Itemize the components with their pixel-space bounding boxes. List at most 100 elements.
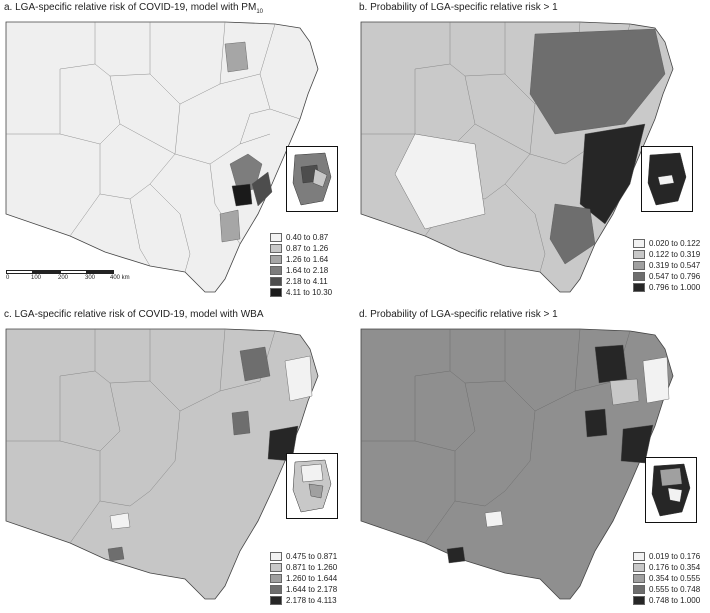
legend-swatch — [270, 255, 282, 264]
legend-row: 0.475 to 0.871 — [270, 551, 337, 562]
region-south-coast — [219, 209, 241, 243]
nsw-map-a — [5, 21, 319, 293]
legend-row: 0.019 to 0.176 — [633, 551, 700, 562]
scale-bar: 0 100 200 300 400 km — [6, 270, 146, 282]
legend-row: 0.87 to 1.26 — [270, 243, 332, 254]
legend-c: 0.475 to 0.871 0.871 to 1.260 1.260 to 1… — [270, 551, 337, 606]
legend-swatch — [633, 596, 645, 605]
legend-label: 0.87 to 1.26 — [286, 244, 329, 253]
scale-tick: 200 — [58, 275, 69, 281]
region-mid-light — [609, 378, 640, 406]
state-outline — [360, 328, 674, 600]
map-panel-d: d. Probability of LGA-specific relative … — [355, 307, 710, 613]
legend-label: 0.796 to 1.000 — [649, 283, 701, 292]
legend-row: 2.178 to 4.113 — [270, 595, 337, 606]
region-east-light — [642, 356, 670, 404]
region-south-light — [484, 510, 504, 528]
map-panel-c: c. LGA-specific relative risk of COVID-1… — [0, 307, 355, 613]
legend-swatch — [270, 596, 282, 605]
legend-label: 0.122 to 0.319 — [649, 250, 701, 259]
map-panel-a: a. LGA-specific relative risk of COVID-1… — [0, 0, 355, 306]
legend-row: 1.64 to 2.18 — [270, 265, 332, 276]
legend-row: 0.020 to 0.122 — [633, 238, 700, 249]
region-north — [529, 28, 666, 135]
legend-swatch — [633, 261, 645, 270]
legend-row: 0.122 to 0.319 — [633, 249, 700, 260]
legend-row: 0.547 to 0.796 — [633, 271, 700, 282]
legend-swatch — [633, 563, 645, 572]
legend-swatch — [633, 585, 645, 594]
legend-row: 2.18 to 4.11 — [270, 276, 332, 287]
legend-a: 0.40 to 0.87 0.87 to 1.26 1.26 to 1.64 1… — [270, 232, 332, 298]
legend-swatch — [633, 283, 645, 292]
inset-map-d — [645, 457, 697, 523]
legend-label: 1.260 to 1.644 — [286, 574, 338, 583]
panel-title-c: c. LGA-specific relative risk of COVID-1… — [4, 309, 264, 320]
nsw-map-c — [5, 328, 319, 600]
legend-swatch — [270, 288, 282, 297]
legend-label: 0.871 to 1.260 — [286, 563, 338, 572]
legend-swatch — [633, 239, 645, 248]
scale-tick: 400 km — [110, 275, 130, 281]
legend-swatch — [270, 552, 282, 561]
legend-row: 0.796 to 1.000 — [633, 282, 700, 293]
legend-label: 1.26 to 1.64 — [286, 255, 329, 264]
legend-swatch — [270, 244, 282, 253]
legend-swatch — [633, 250, 645, 259]
legend-label: 2.18 to 4.11 — [286, 277, 328, 286]
legend-label: 0.319 to 0.547 — [649, 261, 701, 270]
region-south-dark — [446, 546, 466, 564]
legend-row: 0.555 to 0.748 — [633, 584, 700, 595]
legend-d: 0.019 to 0.176 0.176 to 0.354 0.354 to 0… — [633, 551, 700, 606]
state-outline — [5, 328, 319, 600]
panel-title-a: a. LGA-specific relative risk of COVID-1… — [4, 2, 263, 15]
legend-swatch — [270, 277, 282, 286]
legend-row: 1.644 to 2.178 — [270, 584, 337, 595]
legend-label: 0.176 to 0.354 — [649, 563, 701, 572]
legend-label: 4.11 to 10.30 — [286, 288, 333, 297]
scale-tick: 100 — [31, 275, 42, 281]
region-northeast — [239, 346, 271, 382]
legend-swatch — [270, 585, 282, 594]
legend-swatch — [633, 272, 645, 281]
panel-title-d: d. Probability of LGA-specific relative … — [359, 309, 558, 320]
scale-tick: 0 — [6, 275, 10, 281]
legend-label: 0.40 to 0.87 — [286, 233, 329, 242]
state-outline — [5, 21, 319, 293]
scale-tick: 300 — [85, 275, 96, 281]
legend-swatch — [270, 563, 282, 572]
legend-swatch — [633, 574, 645, 583]
legend-row: 0.354 to 0.555 — [633, 573, 700, 584]
legend-row: 4.11 to 10.30 — [270, 287, 332, 298]
legend-row: 0.40 to 0.87 — [270, 232, 332, 243]
legend-label: 1.64 to 2.18 — [286, 266, 329, 275]
legend-label: 2.178 to 4.113 — [286, 596, 337, 605]
region-south-dark — [107, 546, 125, 562]
legend-label: 1.644 to 2.178 — [286, 585, 338, 594]
region-mid — [231, 410, 251, 436]
legend-swatch — [270, 574, 282, 583]
inset-map-c — [286, 453, 338, 519]
nsw-map-b — [360, 21, 674, 293]
inset-svg-b — [647, 152, 687, 206]
legend-b: 0.020 to 0.122 0.122 to 0.319 0.319 to 0… — [633, 238, 700, 293]
inset-map-a — [286, 146, 338, 212]
legend-label: 0.555 to 0.748 — [649, 585, 701, 594]
map-panel-b: b. Probability of LGA-specific relative … — [355, 0, 710, 306]
region-west-light — [394, 133, 486, 230]
legend-label: 0.020 to 0.122 — [649, 239, 701, 248]
region-coast-2 — [251, 171, 273, 207]
region-south-light — [109, 512, 131, 530]
legend-row: 1.260 to 1.644 — [270, 573, 337, 584]
legend-row: 0.871 to 1.260 — [270, 562, 337, 573]
inset-svg-a — [292, 152, 332, 206]
legend-swatch — [270, 266, 282, 275]
legend-label: 0.354 to 0.555 — [649, 574, 701, 583]
legend-label: 0.547 to 0.796 — [649, 272, 701, 281]
legend-label: 0.019 to 0.176 — [649, 552, 701, 561]
legend-row: 1.26 to 1.64 — [270, 254, 332, 265]
nsw-map-d — [360, 328, 674, 600]
region-east-light — [284, 355, 313, 402]
region-mid — [584, 408, 608, 438]
region-northeast — [224, 41, 249, 73]
